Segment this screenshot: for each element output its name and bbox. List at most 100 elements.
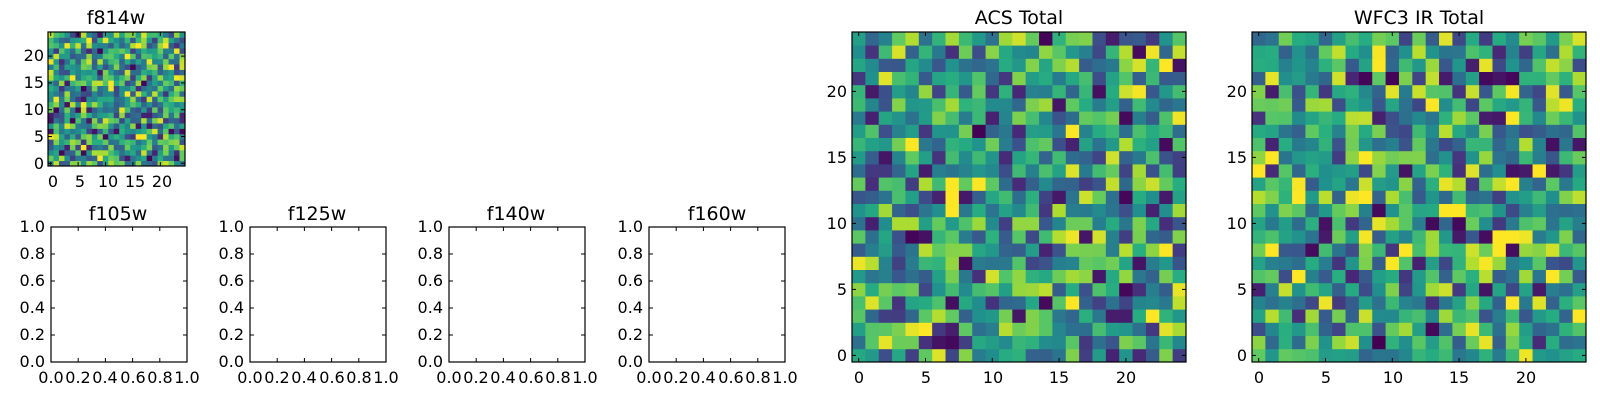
heatmap-cell xyxy=(86,85,93,92)
heatmap-cell xyxy=(1412,296,1427,310)
heatmap-cell xyxy=(1065,243,1080,257)
heatmap-cell xyxy=(53,85,60,92)
heatmap-cell xyxy=(1278,243,1293,257)
heatmap-cell xyxy=(918,84,933,99)
heatmap-cell xyxy=(152,123,158,129)
heatmap-cell xyxy=(69,112,76,119)
heatmap-cell xyxy=(1358,137,1373,152)
heatmap-cell xyxy=(86,53,93,60)
heatmap-cell xyxy=(1079,348,1093,363)
heatmap-cell xyxy=(1398,164,1413,178)
heatmap-cell xyxy=(1092,309,1107,323)
x-tick-label: 0.4 xyxy=(690,368,715,387)
heatmap-cell xyxy=(985,203,1000,218)
heatmap-cell xyxy=(146,128,153,135)
heatmap-cell xyxy=(1039,150,1053,165)
heatmap-cell xyxy=(1572,309,1587,323)
heatmap-cell xyxy=(1425,335,1440,350)
heatmap-cell xyxy=(1278,150,1293,165)
heatmap-cell xyxy=(141,74,148,81)
heatmap-cell xyxy=(1039,190,1053,204)
heatmap-cell xyxy=(932,71,946,86)
heatmap-cell xyxy=(892,58,906,72)
heatmap-cell xyxy=(865,269,880,284)
heatmap-cell xyxy=(892,137,906,152)
heatmap-cell xyxy=(852,177,866,191)
heatmap-cell xyxy=(108,80,115,86)
heatmap-cell xyxy=(102,37,109,44)
heatmap-cell xyxy=(878,190,893,204)
heatmap-cell xyxy=(852,348,866,363)
heatmap-cell xyxy=(865,71,880,86)
heatmap-cell xyxy=(958,322,973,336)
heatmap-cell xyxy=(174,123,180,129)
heatmap-cell xyxy=(69,149,76,156)
heatmap-cell xyxy=(932,309,946,323)
heatmap-cell xyxy=(108,32,115,38)
heatmap-cell xyxy=(1132,58,1147,72)
heatmap-cell xyxy=(1105,32,1120,46)
heatmap-cell xyxy=(130,144,137,151)
heatmap-cell xyxy=(113,69,120,76)
heatmap-cell xyxy=(852,98,866,112)
heatmap-cell xyxy=(1132,216,1147,231)
heatmap-cell xyxy=(1412,282,1427,297)
heatmap-cell xyxy=(1305,269,1320,284)
heatmap-cell xyxy=(1385,177,1400,191)
heatmap-cell xyxy=(985,243,1000,257)
heatmap-cell xyxy=(141,58,148,65)
heatmap-cell xyxy=(157,112,164,119)
heatmap-cell xyxy=(119,123,126,129)
heatmap-cell xyxy=(998,111,1013,125)
heatmap-cell xyxy=(157,144,164,151)
heatmap-cell xyxy=(1065,322,1080,336)
heatmap-cell xyxy=(168,74,175,81)
heatmap-cell xyxy=(1092,32,1107,46)
heatmap-cell xyxy=(58,128,65,135)
heatmap-cell xyxy=(1465,282,1480,297)
heatmap-cell xyxy=(852,32,866,46)
heatmap-cell xyxy=(852,190,866,204)
heatmap-cell xyxy=(163,112,169,119)
heatmap-cell xyxy=(86,32,93,38)
heatmap-cell xyxy=(1025,124,1040,138)
heatmap-cell xyxy=(1345,177,1360,191)
heatmap-cell xyxy=(1505,45,1520,59)
heatmap-cell xyxy=(892,269,906,284)
heatmap-cell xyxy=(135,64,142,70)
heatmap-cell xyxy=(1425,45,1440,59)
heatmap-cell xyxy=(918,282,933,297)
heatmap-cell xyxy=(1412,45,1427,59)
heatmap-cell xyxy=(998,58,1013,72)
heatmap-cell xyxy=(152,58,158,65)
heatmap-cell xyxy=(152,64,158,70)
heatmap-cell xyxy=(1559,58,1574,72)
heatmap-cell xyxy=(163,85,169,92)
heatmap-cell xyxy=(1292,309,1306,323)
heatmap-cell xyxy=(1039,58,1053,72)
heatmap-cell xyxy=(1012,243,1027,257)
heatmap-cell xyxy=(58,85,65,92)
heatmap-cell xyxy=(1345,322,1360,336)
heatmap-cell xyxy=(1092,84,1107,99)
axes-frame xyxy=(47,31,186,167)
x-tick-label: 10 xyxy=(983,368,1003,387)
heatmap-cell xyxy=(113,74,120,81)
heatmap-cell xyxy=(1318,309,1333,323)
heatmap-cell xyxy=(80,133,87,140)
heatmap-cell xyxy=(1332,269,1346,284)
heatmap-cell xyxy=(905,256,920,270)
heatmap-cell xyxy=(1372,203,1386,218)
heatmap-cell xyxy=(146,160,153,167)
heatmap-cell xyxy=(1159,84,1174,99)
heatmap-cell xyxy=(48,90,54,97)
heatmap-cell xyxy=(1278,164,1293,178)
heatmap-cell xyxy=(1479,177,1493,191)
heatmap-cell xyxy=(168,37,175,44)
heatmap-cell xyxy=(97,107,104,113)
heatmap-cell xyxy=(146,117,153,124)
heatmap-cell xyxy=(1492,335,1507,350)
heatmap-cell xyxy=(174,117,180,124)
heatmap-cell xyxy=(972,243,986,257)
x-tick-label: 0.4 xyxy=(291,368,316,387)
